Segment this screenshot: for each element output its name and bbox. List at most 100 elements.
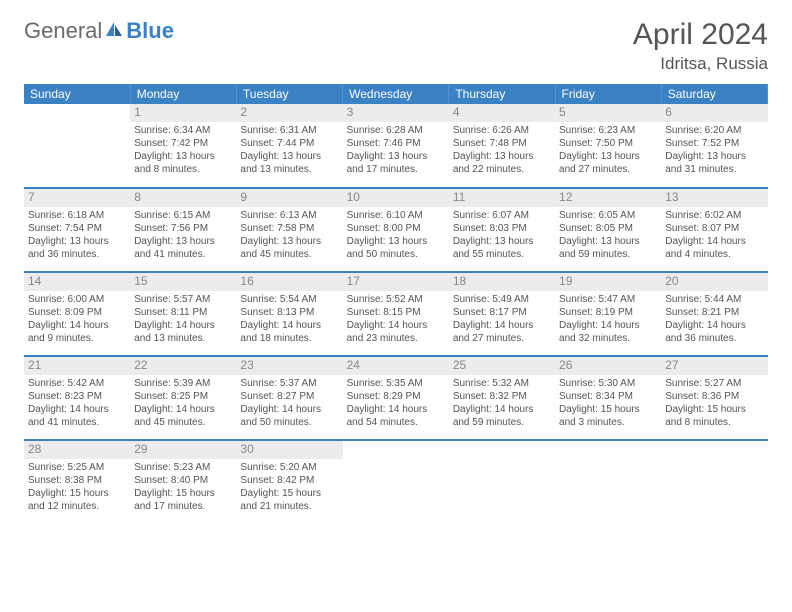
calendar-cell	[24, 104, 130, 188]
sunset-line: Sunset: 8:17 PM	[453, 306, 551, 319]
sunrise-line: Sunrise: 5:25 AM	[28, 461, 126, 474]
daylight-line: Daylight: 13 hours and 55 minutes.	[453, 235, 551, 261]
calendar-cell: 2Sunrise: 6:31 AMSunset: 7:44 PMDaylight…	[236, 104, 342, 188]
daylight-line: Daylight: 13 hours and 31 minutes.	[665, 150, 763, 176]
sunset-line: Sunset: 8:13 PM	[240, 306, 338, 319]
calendar-cell: 7Sunrise: 6:18 AMSunset: 7:54 PMDaylight…	[24, 188, 130, 272]
sunrise-line: Sunrise: 6:28 AM	[347, 124, 445, 137]
daylight-line: Daylight: 13 hours and 27 minutes.	[559, 150, 657, 176]
calendar-cell: 17Sunrise: 5:52 AMSunset: 8:15 PMDayligh…	[343, 272, 449, 356]
day-number: 24	[343, 357, 449, 375]
sunset-line: Sunset: 7:48 PM	[453, 137, 551, 150]
day-number: 5	[555, 104, 661, 122]
daylight-line: Daylight: 14 hours and 23 minutes.	[347, 319, 445, 345]
sunrise-line: Sunrise: 6:18 AM	[28, 209, 126, 222]
daylight-line: Daylight: 13 hours and 8 minutes.	[134, 150, 232, 176]
calendar-cell: 25Sunrise: 5:32 AMSunset: 8:32 PMDayligh…	[449, 356, 555, 440]
logo: General Blue	[24, 18, 174, 44]
calendar-cell: 14Sunrise: 6:00 AMSunset: 8:09 PMDayligh…	[24, 272, 130, 356]
calendar-cell: 24 Sunrise: 5:35 AMSunset: 8:29 PMDayligh…	[343, 356, 449, 440]
month-title: April 2024	[633, 18, 768, 52]
sunrise-line: Sunrise: 5:49 AM	[453, 293, 551, 306]
calendar-cell: 10Sunrise: 6:10 AMSunset: 8:00 PMDayligh…	[343, 188, 449, 272]
sunset-line: Sunset: 8:05 PM	[559, 222, 657, 235]
sunset-line: Sunset: 7:52 PM	[665, 137, 763, 150]
calendar-cell: 4Sunrise: 6:26 AMSunset: 7:48 PMDaylight…	[449, 104, 555, 188]
day-of-week-header: Monday	[130, 84, 236, 104]
daylight-line: Daylight: 13 hours and 59 minutes.	[559, 235, 657, 261]
sunset-line: Sunset: 8:15 PM	[347, 306, 445, 319]
sunrise-line: Sunrise: 5:37 AM	[240, 377, 338, 390]
sunset-line: Sunset: 7:54 PM	[28, 222, 126, 235]
daylight-line: Daylight: 14 hours and 4 minutes.	[665, 235, 763, 261]
day-number: 10	[343, 189, 449, 207]
day-of-week-header: Saturday	[661, 84, 767, 104]
day-number: 17	[343, 273, 449, 291]
sunrise-line: Sunrise: 5:57 AM	[134, 293, 232, 306]
sunrise-line: Sunrise: 5:47 AM	[559, 293, 657, 306]
daylight-line: Daylight: 15 hours and 8 minutes.	[665, 403, 763, 429]
sunset-line: Sunset: 7:42 PM	[134, 137, 232, 150]
day-number: 3	[343, 104, 449, 122]
day-of-week-header: Thursday	[449, 84, 555, 104]
calendar-cell: 13Sunrise: 6:02 AMSunset: 8:07 PMDayligh…	[661, 188, 767, 272]
sunset-line: Sunset: 8:38 PM	[28, 474, 126, 487]
daylight-line: Daylight: 14 hours and 59 minutes.	[453, 403, 551, 429]
day-number: 30	[236, 441, 342, 459]
sunset-line: Sunset: 8:03 PM	[453, 222, 551, 235]
sunrise-line: Sunrise: 5:23 AM	[134, 461, 232, 474]
sunset-line: Sunset: 8:07 PM	[665, 222, 763, 235]
calendar-cell: 20Sunrise: 5:44 AMSunset: 8:21 PMDayligh…	[661, 272, 767, 356]
day-number: 16	[236, 273, 342, 291]
daylight-line: Daylight: 14 hours and 36 minutes.	[665, 319, 763, 345]
sunrise-line: Sunrise: 5:20 AM	[240, 461, 338, 474]
calendar-cell	[555, 440, 661, 524]
calendar-cell	[343, 440, 449, 524]
day-of-week-header: Sunday	[24, 84, 130, 104]
day-of-week-header: Wednesday	[343, 84, 449, 104]
calendar-cell	[661, 440, 767, 524]
sunrise-line: Sunrise: 6:15 AM	[134, 209, 232, 222]
day-number: 6	[661, 104, 767, 122]
daylight-line: Daylight: 14 hours and 32 minutes.	[559, 319, 657, 345]
logo-text-2: Blue	[126, 18, 174, 44]
calendar-cell: 26Sunrise: 5:30 AMSunset: 8:34 PMDayligh…	[555, 356, 661, 440]
location-label: Idritsa, Russia	[633, 54, 768, 74]
sunset-line: Sunset: 8:25 PM	[134, 390, 232, 403]
day-number: 13	[661, 189, 767, 207]
sunset-line: Sunset: 8:32 PM	[453, 390, 551, 403]
calendar-cell: 28Sunrise: 5:25 AMSunset: 8:38 PMDayligh…	[24, 440, 130, 524]
calendar-cell: 16 Sunrise: 5:54 AMSunset: 8:13 PMDayligh…	[236, 272, 342, 356]
sunrise-line: Sunrise: 5:42 AM	[28, 377, 126, 390]
daylight-line: Daylight: 15 hours and 12 minutes.	[28, 487, 126, 513]
sunrise-line: Sunrise: 5:39 AM	[134, 377, 232, 390]
sunset-line: Sunset: 8:29 PM	[347, 390, 445, 403]
daylight-line: Daylight: 15 hours and 21 minutes.	[240, 487, 338, 513]
day-number: 18	[449, 273, 555, 291]
daylight-line: Daylight: 14 hours and 45 minutes.	[134, 403, 232, 429]
calendar-cell: 8Sunrise: 6:15 AMSunset: 7:56 PMDaylight…	[130, 188, 236, 272]
day-number: 4	[449, 104, 555, 122]
sunrise-line: Sunrise: 6:26 AM	[453, 124, 551, 137]
daylight-line: Daylight: 14 hours and 18 minutes.	[240, 319, 338, 345]
calendar-cell: 1Sunrise: 6:34 AMSunset: 7:42 PMDaylight…	[130, 104, 236, 188]
sunset-line: Sunset: 8:40 PM	[134, 474, 232, 487]
day-number: 9	[236, 189, 342, 207]
daylight-line: Daylight: 14 hours and 50 minutes.	[240, 403, 338, 429]
sunrise-line: Sunrise: 5:54 AM	[240, 293, 338, 306]
logo-sail-icon	[104, 20, 124, 38]
sunset-line: Sunset: 8:36 PM	[665, 390, 763, 403]
calendar-cell: 27Sunrise: 5:27 AMSunset: 8:36 PMDayligh…	[661, 356, 767, 440]
sunrise-line: Sunrise: 6:05 AM	[559, 209, 657, 222]
sunrise-line: Sunrise: 5:35 AM	[347, 377, 445, 390]
calendar-cell: 6Sunrise: 6:20 AMSunset: 7:52 PMDaylight…	[661, 104, 767, 188]
daylight-line: Daylight: 13 hours and 50 minutes.	[347, 235, 445, 261]
day-number: 27	[661, 357, 767, 375]
day-number: 15	[130, 273, 236, 291]
daylight-line: Daylight: 14 hours and 54 minutes.	[347, 403, 445, 429]
sunrise-line: Sunrise: 6:23 AM	[559, 124, 657, 137]
day-number: 23	[236, 357, 342, 375]
sunset-line: Sunset: 8:34 PM	[559, 390, 657, 403]
daylight-line: Daylight: 15 hours and 3 minutes.	[559, 403, 657, 429]
daylight-line: Daylight: 13 hours and 41 minutes.	[134, 235, 232, 261]
